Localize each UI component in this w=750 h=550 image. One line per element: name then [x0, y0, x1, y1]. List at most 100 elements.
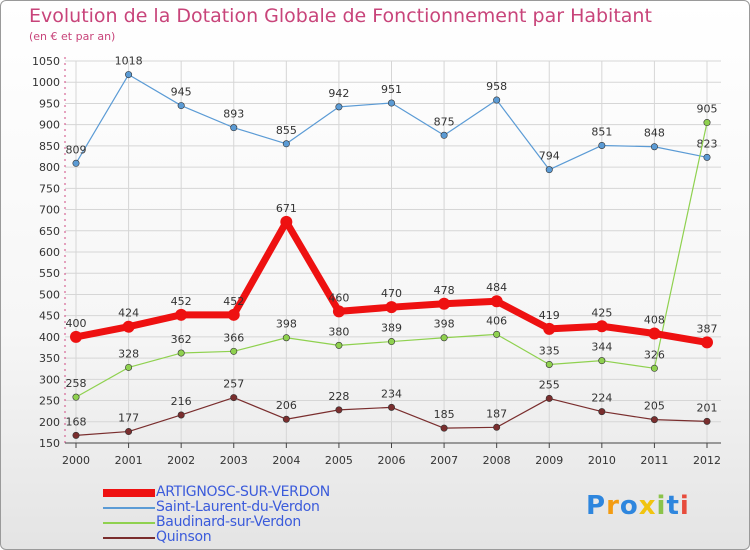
x-tick-label: 2000 — [62, 454, 90, 467]
y-tick-label: 400 — [39, 331, 60, 344]
data-label: 452 — [223, 295, 244, 308]
logo-letter: x — [638, 491, 657, 521]
data-label: 408 — [644, 313, 665, 326]
data-point — [230, 347, 238, 355]
legend-swatch — [103, 522, 155, 524]
data-label: 168 — [66, 415, 87, 428]
data-point — [227, 308, 240, 321]
x-tick-label: 2006 — [378, 454, 406, 467]
data-point — [72, 393, 80, 401]
legend-swatch — [103, 537, 155, 539]
data-point — [650, 143, 658, 151]
data-point — [335, 341, 343, 349]
legend-swatch — [103, 507, 155, 509]
data-label: 234 — [381, 387, 402, 400]
data-label: 328 — [118, 347, 139, 360]
x-tick-label: 2012 — [693, 454, 721, 467]
x-tick-label: 2003 — [220, 454, 248, 467]
y-tick-label: 150 — [39, 437, 60, 450]
data-label: 855 — [276, 124, 297, 137]
data-point — [175, 308, 188, 321]
data-label: 400 — [66, 317, 87, 330]
y-tick-label: 500 — [39, 288, 60, 301]
y-tick-label: 450 — [39, 310, 60, 323]
y-tick-label: 700 — [39, 204, 60, 217]
data-label: 905 — [697, 103, 718, 116]
data-label: 258 — [66, 377, 87, 390]
y-tick-label: 1000 — [32, 76, 60, 89]
data-point — [440, 334, 448, 342]
data-label: 257 — [223, 378, 244, 391]
logo-letter: P — [586, 491, 607, 521]
line-chart: 150 200 250 300 350 400 450 500 550 600 650 700 750 8… — [32, 55, 721, 467]
y-tick-label: 350 — [39, 352, 60, 365]
chart-subtitle: (en € et par an) — [29, 30, 116, 43]
x-tick-label: 2011 — [640, 454, 668, 467]
x-tick-label: 2010 — [588, 454, 616, 467]
data-point — [72, 159, 80, 167]
data-point — [703, 153, 711, 161]
legend-label: Quinson — [156, 529, 212, 545]
data-label: 398 — [434, 318, 455, 331]
data-point — [545, 360, 553, 368]
data-label: 362 — [171, 333, 192, 346]
data-label: 470 — [381, 287, 402, 300]
data-point — [125, 428, 133, 436]
data-point — [125, 363, 133, 371]
y-tick-label: 750 — [39, 182, 60, 195]
data-point — [490, 295, 503, 308]
y-tick-label: 550 — [39, 267, 60, 280]
data-label: 228 — [328, 390, 349, 403]
data-point — [385, 301, 398, 314]
data-label: 823 — [697, 137, 718, 150]
y-tick-label: 1050 — [32, 55, 60, 68]
x-tick-label: 2002 — [167, 454, 195, 467]
data-point — [493, 96, 501, 104]
data-point — [545, 394, 553, 402]
data-label: 942 — [328, 87, 349, 100]
data-point — [440, 131, 448, 139]
data-point — [72, 431, 80, 439]
data-point — [701, 336, 713, 349]
data-label: 425 — [591, 306, 612, 319]
data-label: 224 — [591, 392, 612, 405]
data-label: 452 — [171, 295, 192, 308]
data-point — [493, 423, 501, 431]
legend-label: Saint-Laurent-du-Verdon — [156, 499, 320, 515]
data-label: 958 — [486, 80, 507, 93]
data-point — [650, 416, 658, 424]
data-label: 389 — [381, 322, 402, 335]
data-point — [70, 330, 82, 343]
logo-letter: r — [606, 491, 620, 521]
data-label: 206 — [276, 399, 297, 412]
data-point — [598, 141, 606, 149]
data-label: 460 — [328, 291, 349, 304]
data-point — [282, 415, 290, 423]
data-label: 366 — [223, 331, 244, 344]
data-point — [332, 305, 345, 318]
y-tick-label: 850 — [39, 140, 60, 153]
data-label: 326 — [644, 348, 665, 361]
data-label: 185 — [434, 408, 455, 421]
x-tick-label: 2004 — [272, 454, 300, 467]
data-label: 205 — [644, 400, 665, 413]
data-point — [177, 102, 185, 110]
data-label: 335 — [539, 344, 560, 357]
data-point — [335, 103, 343, 111]
y-tick-label: 900 — [39, 119, 60, 132]
data-label: 177 — [118, 412, 139, 425]
data-label: 951 — [381, 83, 402, 96]
y-tick-label: 250 — [39, 395, 60, 408]
data-point — [230, 394, 238, 402]
data-point — [703, 417, 711, 425]
data-point — [440, 424, 448, 432]
logo-letter: t — [666, 491, 680, 521]
chart-title: Evolution de la Dotation Globale de Fonc… — [29, 5, 652, 27]
data-point — [177, 411, 185, 419]
x-tick-label: 2007 — [430, 454, 458, 467]
data-label: 484 — [486, 281, 507, 294]
y-tick-label: 300 — [39, 373, 60, 386]
y-tick-label: 200 — [39, 416, 60, 429]
data-label: 851 — [591, 125, 612, 138]
